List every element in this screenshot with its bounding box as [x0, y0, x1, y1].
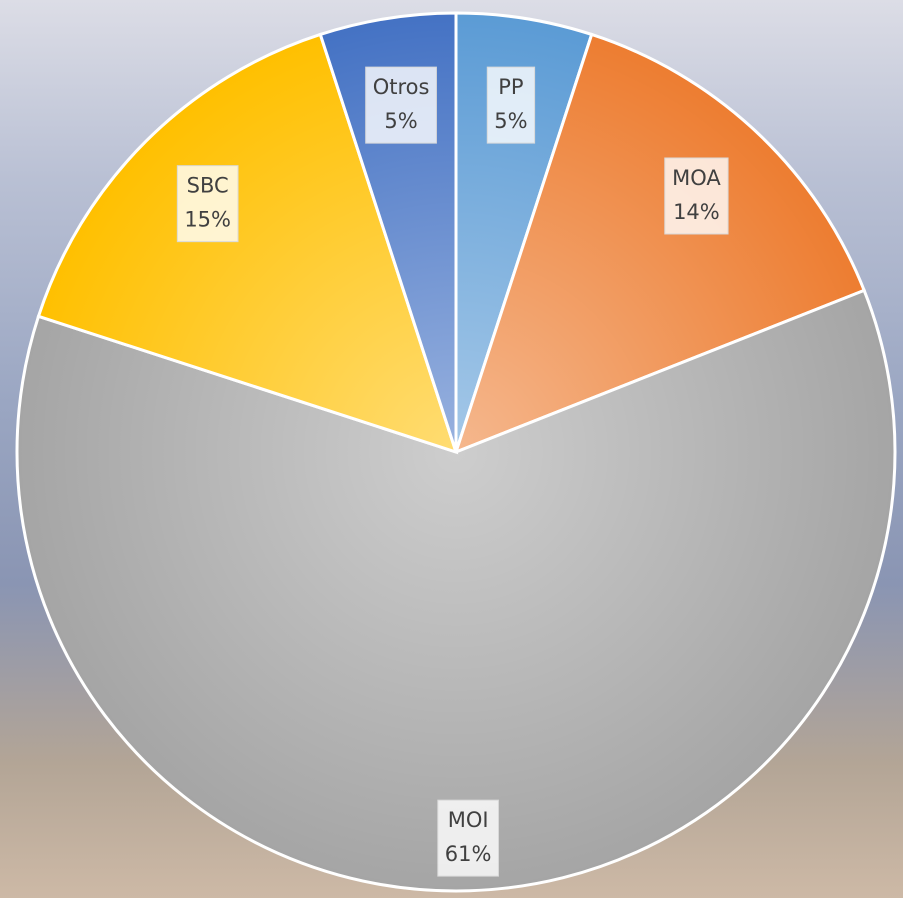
- label-category: Otros: [373, 75, 430, 99]
- label-value: 5%: [494, 109, 527, 133]
- label-category: SBC: [187, 174, 229, 198]
- label-category: PP: [498, 75, 523, 99]
- chart: PP 5% MOA 14% MOI 61% SBC 15% Otros 5%: [0, 0, 903, 898]
- label-category: MOA: [672, 166, 721, 190]
- label-value: 14%: [673, 200, 720, 224]
- pie: [17, 13, 895, 891]
- label-value: 15%: [184, 208, 231, 232]
- label-value: 61%: [445, 842, 492, 866]
- label-category: MOI: [448, 808, 489, 832]
- label-value: 5%: [384, 109, 417, 133]
